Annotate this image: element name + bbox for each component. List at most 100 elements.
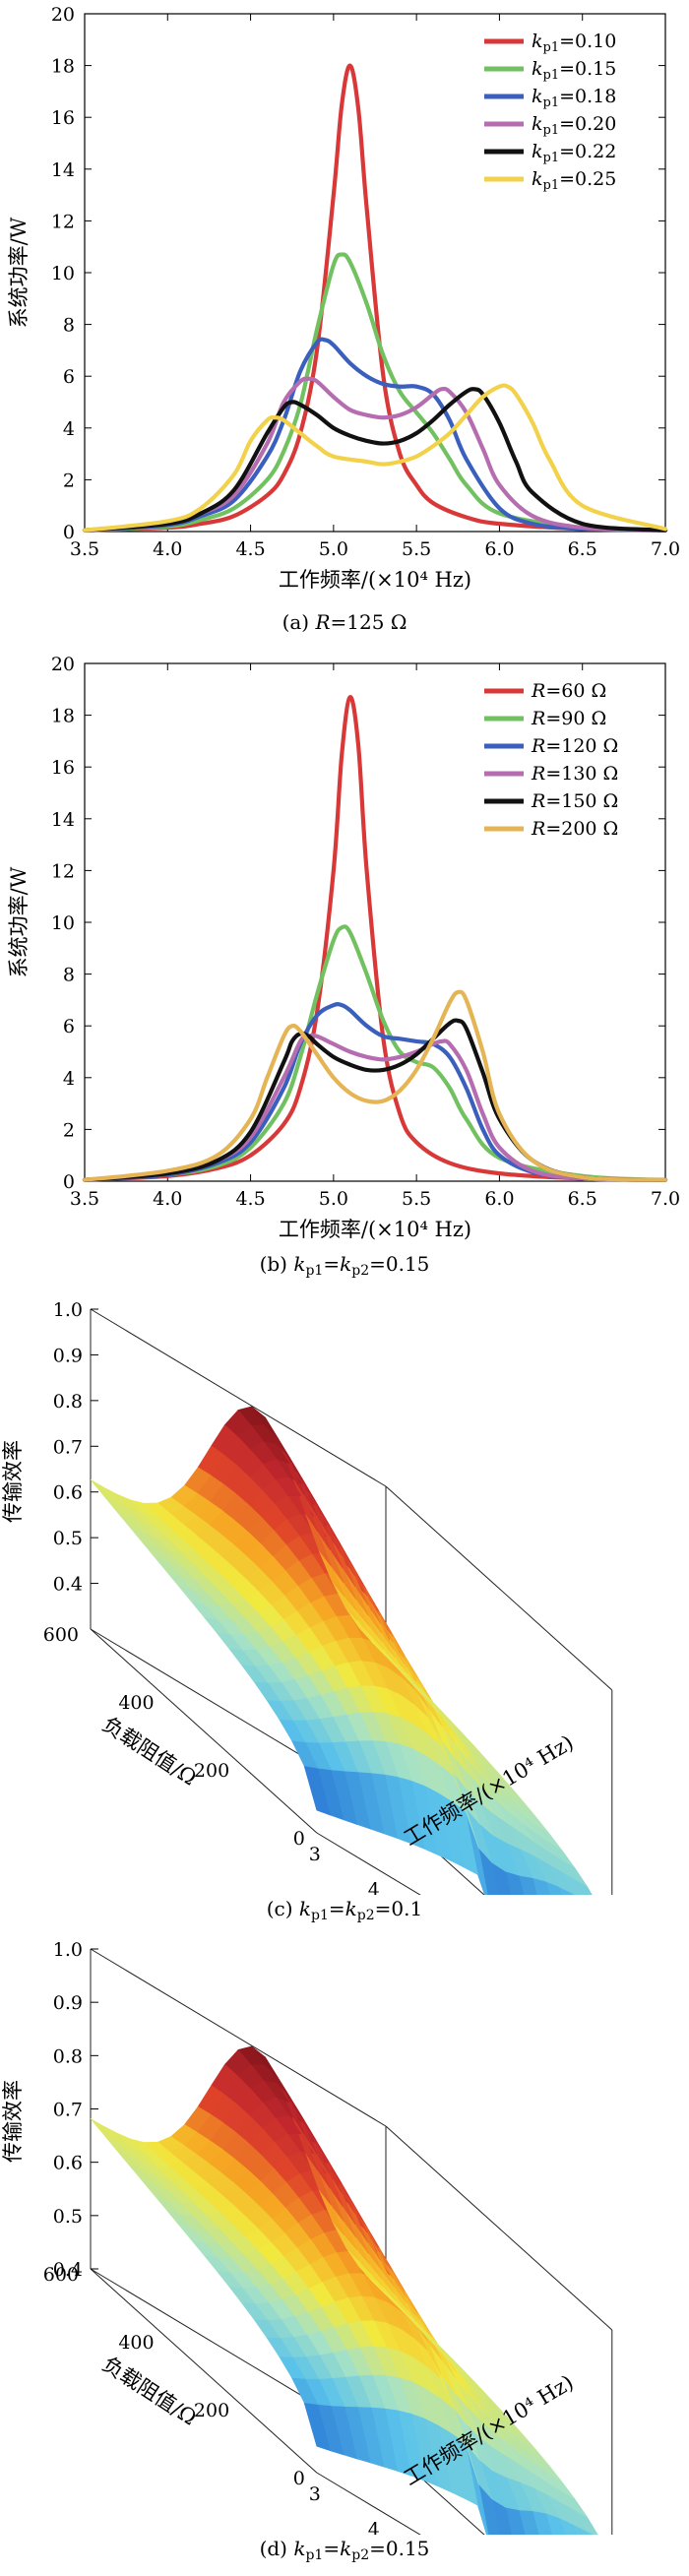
b-xtick-label: 4.5 [235, 1188, 265, 1210]
a-ytick-label: 18 [51, 56, 75, 78]
d-load-tick-label: 0 [293, 2468, 305, 2489]
c-ztick-label: 1.0 [53, 1299, 83, 1321]
caption-d-prefix: (d) [259, 2537, 294, 2560]
b-ytick-label: 6 [63, 1016, 75, 1037]
b-ytick-label: 0 [63, 1171, 75, 1193]
caption-a-rest: =125 Ω [330, 610, 407, 634]
caption-c: (c) kp1=kp2=0.1 [0, 1897, 689, 1923]
a-series-line-2 [82, 252, 668, 533]
kp1=0.25: kp1=0.25 [532, 168, 616, 193]
c-freq-tick-label: 4 [368, 1879, 380, 1895]
b-series-line-5 [82, 1018, 668, 1182]
a-series-line-5 [82, 387, 668, 533]
c-surface-patch [90, 1479, 117, 1503]
d-ztick-label: 0.4 [53, 2259, 83, 2281]
a-xtick-label: 5.0 [319, 538, 348, 560]
a-y-axis-label: 系统功率/W [7, 217, 31, 328]
a-ytick-label: 10 [51, 263, 75, 284]
c-load-tick-label: 0 [293, 1828, 305, 1850]
b-xtick-label: 6.5 [568, 1188, 597, 1210]
b-ytick-label: 14 [51, 809, 75, 831]
caption-d: (d) kp1=kp2=0.15 [0, 2537, 689, 2563]
a-x-axis-label: 工作频率/(×10⁴ Hz) [279, 568, 471, 592]
a-xtick-label: 4.0 [153, 538, 182, 560]
caption-b-s2: p2 [351, 1263, 370, 1279]
d-ztick-label: 0.9 [53, 1992, 83, 2014]
b-ytick-label: 10 [51, 912, 75, 934]
caption-b-mid: = [323, 1252, 341, 1276]
a-ytick-label: 16 [51, 107, 75, 129]
b-ytick-label: 8 [63, 965, 75, 986]
b-y-axis-label: 系统功率/W [7, 866, 31, 977]
c-ztick-label: 0.6 [53, 1482, 83, 1504]
d-ztick-label: 0.5 [53, 2206, 83, 2228]
d-ztick-label: 0.7 [53, 2100, 83, 2121]
caption-b-prefix: (b) [259, 1252, 294, 1276]
a-xtick-label: 3.5 [70, 538, 99, 560]
c-ztick-label: 0.7 [53, 1436, 83, 1458]
caption-a-italic: R [315, 610, 331, 634]
kp1=0.18: kp1=0.18 [532, 86, 616, 110]
a-xtick-label: 6.0 [484, 538, 514, 560]
R=120 Ω: R=120 Ω [531, 735, 618, 757]
caption-c-k2: k [344, 1897, 357, 1920]
a-series-line-4 [82, 376, 668, 533]
a-ytick-label: 6 [63, 366, 75, 388]
c-axis-box-edge [90, 1628, 318, 1834]
a-ytick-label: 0 [63, 522, 75, 543]
chart-panel-a: 3.5 4.0 4.5 5.0 5.5 6.0 6.5 7.0 0 2 4 6 8 10 12 14 16 18 2… [0, 0, 689, 645]
d-ztick-label: 0.8 [53, 2045, 83, 2067]
R=90 Ω: R=90 Ω [531, 708, 606, 729]
c-z-axis-label: 传输效率 [1, 1440, 25, 1523]
b-ytick-label: 12 [51, 860, 75, 882]
c-ztick-label: 0.9 [53, 1345, 83, 1366]
d-freq-tick-label: 4 [368, 2519, 380, 2535]
a-ytick-label: 8 [63, 315, 75, 337]
b-xtick-label: 6.0 [484, 1188, 514, 1210]
b-series-line-6 [82, 989, 668, 1182]
b-ytick-label: 2 [63, 1119, 75, 1141]
caption-b-k1: k [293, 1252, 306, 1276]
a-series-line-1 [82, 63, 668, 533]
surface-panel-c: 0.40.50.60.70.80.91.00200400600345678传输效… [0, 1294, 689, 2042]
caption-c-k1: k [298, 1897, 312, 1920]
surface-chart-d: 0.40.50.60.70.80.91.00200400600345678传输效… [1, 1939, 613, 2576]
b-series-line-1 [82, 695, 668, 1182]
d-axis-box-edge [90, 2268, 318, 2474]
kp1=0.10: kp1=0.10 [532, 31, 616, 55]
line-chart-b: 3.5 4.0 4.5 5.0 5.5 6.0 6.5 7.0 0 2 4 6 8 10 12 14 16 18 2… [7, 654, 680, 1241]
b-xtick-label: 7.0 [651, 1188, 680, 1210]
d-ztick-label: 0.6 [53, 2153, 83, 2174]
d-axis-box-edge [385, 2125, 613, 2331]
b-series-line-2 [82, 924, 668, 1182]
line-chart-a: 3.5 4.0 4.5 5.0 5.5 6.0 6.5 7.0 0 2 4 6 8 10 12 14 16 18 2… [7, 4, 680, 592]
b-x-axis-label: 工作频率/(×10⁴ Hz) [279, 1218, 471, 1241]
kp1=0.22: kp1=0.22 [532, 141, 616, 165]
c-ztick-label: 0.4 [53, 1574, 83, 1596]
caption-d-mid: = [323, 2537, 341, 2560]
a-xtick-label: 7.0 [651, 538, 680, 560]
d-z-axis-label: 传输效率 [1, 2080, 25, 2163]
a-ytick-label: 4 [63, 418, 75, 440]
d-load-tick-label: 600 [43, 2264, 79, 2286]
kp1=0.15: kp1=0.15 [532, 58, 616, 83]
R=130 Ω: R=130 Ω [531, 763, 618, 785]
d-surface-patch [90, 2118, 117, 2142]
c-axis-box-edge [90, 1308, 387, 1487]
d-load-axis-label: 负载阻值/Ω [98, 2353, 201, 2430]
d-freq-tick-label: 3 [309, 2483, 321, 2505]
d-axis-box-edge [90, 1948, 387, 2127]
a-ytick-label: 14 [51, 159, 75, 181]
caption-a: (a) R=125 Ω [0, 610, 689, 634]
d-ztick-label: 1.0 [53, 1939, 83, 1961]
caption-d-rest: =0.15 [369, 2537, 430, 2560]
a-series-line-6 [82, 383, 668, 533]
surface-panel-d: 0.40.50.60.70.80.91.00200400600345678传输效… [0, 1934, 689, 2576]
a-ytick-label: 20 [51, 4, 75, 26]
caption-b: (b) kp1=kp2=0.15 [0, 1252, 689, 1279]
b-series-line-3 [82, 1002, 668, 1182]
chart-panel-b: 3.5 4.0 4.5 5.0 5.5 6.0 6.5 7.0 0 2 4 6 8 10 12 14 16 18 2… [0, 650, 689, 1289]
caption-d-s2: p2 [351, 2547, 370, 2563]
caption-b-rest: =0.15 [369, 1252, 430, 1276]
c-load-tick-label: 400 [118, 1692, 154, 1714]
